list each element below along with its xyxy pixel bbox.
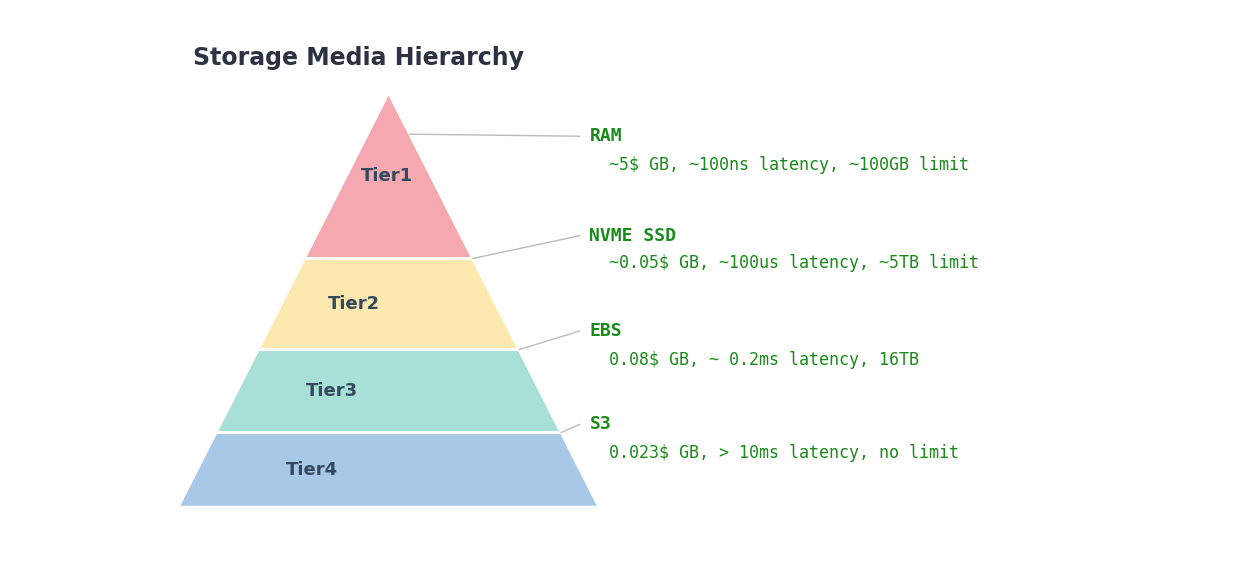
Text: Tier4: Tier4	[286, 461, 338, 479]
Polygon shape	[216, 350, 561, 432]
Text: Tier3: Tier3	[306, 382, 358, 400]
Text: RAM: RAM	[590, 127, 622, 145]
Text: ~0.05$ GB, ~100us latency, ~5TB limit: ~0.05$ GB, ~100us latency, ~5TB limit	[608, 254, 979, 271]
Text: NVME SSD: NVME SSD	[590, 227, 676, 245]
Polygon shape	[305, 93, 473, 259]
Text: 0.08$ GB, ~ 0.2ms latency, 16TB: 0.08$ GB, ~ 0.2ms latency, 16TB	[608, 351, 918, 369]
Text: Tier2: Tier2	[328, 295, 380, 313]
Text: EBS: EBS	[590, 322, 622, 340]
Text: 0.023$ GB, > 10ms latency, no limit: 0.023$ GB, > 10ms latency, no limit	[608, 444, 959, 462]
Text: Storage Media Hierarchy: Storage Media Hierarchy	[193, 46, 523, 70]
Text: ~5$ GB, ~100ns latency, ~100GB limit: ~5$ GB, ~100ns latency, ~100GB limit	[608, 156, 969, 174]
Text: S3: S3	[590, 415, 611, 433]
Polygon shape	[258, 259, 520, 350]
Text: Tier1: Tier1	[360, 167, 412, 185]
Polygon shape	[178, 432, 598, 507]
